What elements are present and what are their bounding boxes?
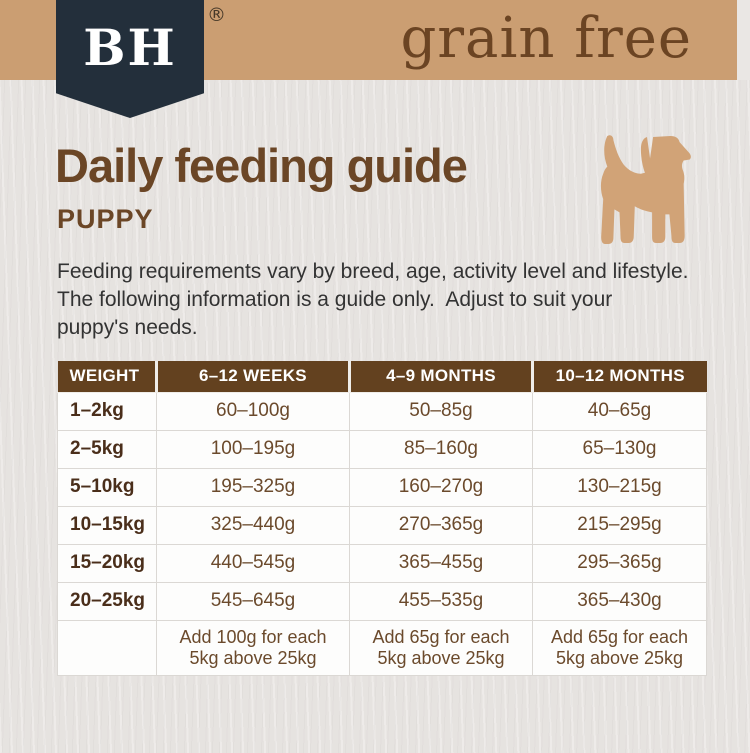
- table-row: 2–5kg 100–195g 85–160g 65–130g: [57, 429, 707, 469]
- table-row: 10–15kg 325–440g 270–365g 215–295g: [57, 505, 707, 545]
- col-header-4-9-months: 4–9 MONTHS: [349, 361, 534, 393]
- amount-cell: 160–270g: [349, 467, 533, 507]
- grain-free-label: grain free: [400, 6, 692, 71]
- puppy-silhouette-path: [600, 135, 691, 244]
- table-row-overflow-note: Add 100g for each 5kg above 25kg Add 65g…: [57, 619, 707, 676]
- amount-cell: 295–365g: [532, 543, 707, 583]
- table-row: 20–25kg 545–645g 455–535g 365–430g: [57, 581, 707, 621]
- page-subtitle: PUPPY: [57, 204, 154, 234]
- feeding-description: Feeding requirements vary by breed, age,…: [57, 260, 694, 339]
- weight-cell: 10–15kg: [57, 505, 157, 545]
- col-header-6-12-weeks: 6–12 WEEKS: [156, 361, 351, 393]
- amount-cell: 100–195g: [156, 429, 350, 469]
- weight-cell: 1–2kg: [57, 391, 157, 431]
- amount-cell: 130–215g: [532, 467, 707, 507]
- amount-cell: 365–430g: [532, 581, 707, 621]
- amount-cell: 195–325g: [156, 467, 350, 507]
- amount-cell: 60–100g: [156, 391, 350, 431]
- puppy-silhouette-icon: [600, 135, 691, 244]
- weight-cell: 15–20kg: [57, 543, 157, 583]
- brand-logo-text: BH: [83, 18, 177, 77]
- amount-cell: 65–130g: [532, 429, 707, 469]
- amount-cell: 215–295g: [532, 505, 707, 545]
- package-edge: [737, 0, 750, 80]
- brand-logo: BH: [56, 0, 204, 118]
- col-header-weight: WEIGHT: [57, 361, 158, 393]
- amount-cell: 85–160g: [349, 429, 533, 469]
- amount-cell: 545–645g: [156, 581, 350, 621]
- amount-cell: 455–535g: [349, 581, 533, 621]
- amount-cell: 40–65g: [532, 391, 707, 431]
- col-header-10-12-months: 10–12 MONTHS: [532, 361, 707, 393]
- overflow-note-cell: Add 100g for each 5kg above 25kg: [156, 619, 350, 676]
- amount-cell: 365–455g: [349, 543, 533, 583]
- table-header-row: WEIGHT 6–12 WEEKS 4–9 MONTHS 10–12 MONTH…: [57, 361, 707, 393]
- feeding-table: WEIGHT 6–12 WEEKS 4–9 MONTHS 10–12 MONTH…: [57, 361, 707, 676]
- amount-cell: 270–365g: [349, 505, 533, 545]
- overflow-note-cell: Add 65g for each 5kg above 25kg: [532, 619, 707, 676]
- amount-cell: 440–545g: [156, 543, 350, 583]
- overflow-note-cell: Add 65g for each 5kg above 25kg: [349, 619, 533, 676]
- table-row: 15–20kg 440–545g 365–455g 295–365g: [57, 543, 707, 583]
- weight-cell-empty: [57, 619, 157, 676]
- weight-cell: 20–25kg: [57, 581, 157, 621]
- registered-trademark-icon: ®: [207, 4, 226, 26]
- table-row: 5–10kg 195–325g 160–270g 130–215g: [57, 467, 707, 507]
- amount-cell: 50–85g: [349, 391, 533, 431]
- weight-cell: 5–10kg: [57, 467, 157, 507]
- amount-cell: 325–440g: [156, 505, 350, 545]
- table-row: 1–2kg 60–100g 50–85g 40–65g: [57, 391, 707, 431]
- page-title: Daily feeding guide: [55, 139, 468, 192]
- weight-cell: 2–5kg: [57, 429, 157, 469]
